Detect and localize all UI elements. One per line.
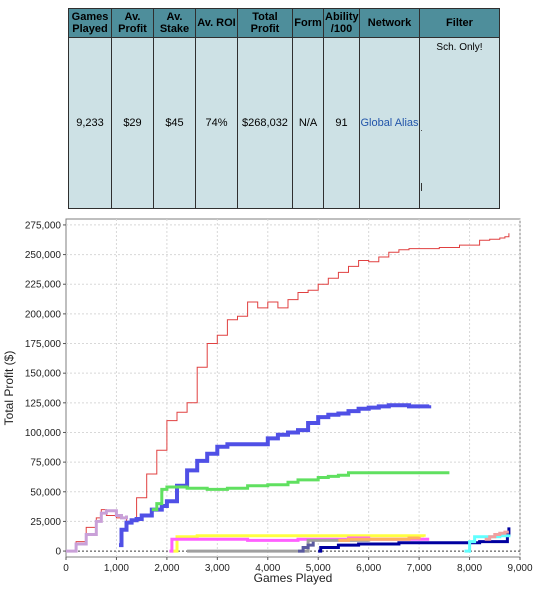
- header-av-profit[interactable]: Av. Profit: [111, 8, 154, 38]
- stats-table: Games Played Av. Profit Av. Stake Av. RO…: [68, 8, 500, 209]
- header-av-stake[interactable]: Av. Stake: [153, 8, 196, 38]
- x-tick-label: 6,000: [356, 563, 381, 574]
- header-total-profit[interactable]: Total Profit: [237, 8, 293, 38]
- series-line-3: [66, 509, 128, 553]
- filter-divider: [421, 130, 422, 131]
- x-tick-label: 8,000: [457, 563, 482, 574]
- profit-chart: 0 1,000 2,000 3,000 4,000 5,000 6,000 7,000 8,00…: [2, 218, 533, 585]
- network-link[interactable]: Global Alias: [360, 117, 419, 129]
- y-tick-label: 225,000: [25, 280, 62, 291]
- y-tick-label: 150,000: [25, 369, 62, 380]
- x-tick-label: 1,000: [104, 563, 129, 574]
- x-tick-label: 3,000: [205, 563, 230, 574]
- filter-divider: [421, 183, 422, 191]
- x-tick-label: 0: [63, 563, 69, 574]
- y-tick-label: 100,000: [25, 428, 62, 439]
- table-header-row: Games Played Av. Profit Av. Stake Av. RO…: [68, 8, 500, 38]
- filter-text: Sch. Only!: [436, 42, 483, 53]
- header-network[interactable]: Network: [359, 8, 420, 38]
- grid: [66, 219, 521, 557]
- cell-network: Global Alias: [359, 37, 420, 209]
- series-line-7: [298, 541, 315, 553]
- series-line-4: [171, 534, 426, 553]
- y-tick-label: 125,000: [25, 398, 62, 409]
- cell-total-profit: $268,032: [237, 37, 293, 209]
- x-tick-label: 4,000: [255, 563, 280, 574]
- y-axis: 0 25,000 50,000 75,000 100,000 125,000 150,000…: [25, 220, 66, 558]
- cell-ability: 91: [323, 37, 360, 209]
- cell-form: N/A: [292, 37, 324, 209]
- series-line-8: [338, 536, 421, 542]
- x-axis-title: Games Played: [254, 571, 333, 585]
- cell-filter: Sch. Only!: [419, 37, 500, 209]
- series-line-10: [464, 534, 511, 553]
- x-tick-label: 2,000: [154, 563, 179, 574]
- y-tick-label: 250,000: [25, 250, 62, 261]
- header-ability[interactable]: Ability /100: [323, 8, 360, 38]
- y-tick-label: 25,000: [30, 517, 61, 528]
- x-tick-label: 5,000: [306, 563, 331, 574]
- y-tick-label: 50,000: [30, 487, 61, 498]
- series-line-2: [151, 471, 450, 512]
- cell-av-roi: 74%: [195, 37, 238, 209]
- series-line-9: [318, 527, 511, 553]
- y-tick-label: 75,000: [30, 458, 61, 469]
- y-tick-label: 0: [55, 547, 61, 558]
- cell-av-profit: $29: [111, 37, 154, 209]
- cell-games-played: 9,233: [68, 37, 112, 209]
- series-line-11: [484, 530, 509, 541]
- cell-av-stake: $45: [153, 37, 196, 209]
- series-line-1: [119, 403, 432, 548]
- x-tick-label: 9,000: [507, 563, 532, 574]
- header-games-played[interactable]: Games Played: [68, 8, 112, 38]
- y-axis-title: Total Profit ($): [2, 351, 16, 426]
- y-tick-label: 175,000: [25, 339, 62, 350]
- header-form[interactable]: Form: [292, 8, 324, 38]
- header-filter[interactable]: Filter: [419, 8, 500, 38]
- plot-area: [65, 218, 521, 558]
- table-row: 9,233 $29 $45 74% $268,032 N/A 91 Global…: [68, 37, 500, 209]
- y-tick-label: 275,000: [25, 220, 62, 231]
- x-tick-label: 7,000: [407, 563, 432, 574]
- header-av-roi[interactable]: Av. ROI: [195, 8, 238, 38]
- y-tick-label: 200,000: [25, 309, 62, 320]
- series-layer: [66, 233, 511, 553]
- x-axis: 0 1,000 2,000 3,000 4,000 5,000 6,000 7,000 8,00…: [63, 557, 533, 574]
